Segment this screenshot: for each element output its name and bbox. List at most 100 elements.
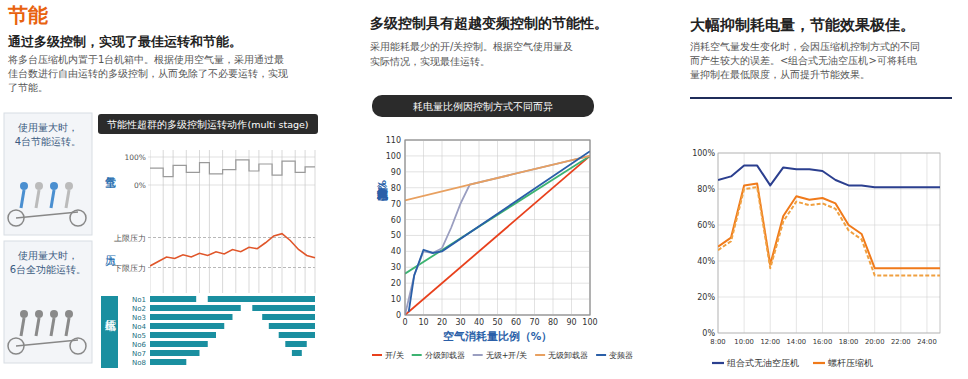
gridline xyxy=(423,140,424,315)
run-bar xyxy=(150,359,186,365)
rider-head xyxy=(50,182,58,190)
series-line xyxy=(405,156,590,315)
run-bar xyxy=(150,350,200,356)
plot-area xyxy=(718,166,940,276)
bicycle-icon xyxy=(8,310,86,354)
frame xyxy=(16,212,78,218)
tick-label: 24:00 xyxy=(917,338,937,346)
gridline xyxy=(770,153,771,333)
tick-label: 30 xyxy=(455,318,465,327)
title-bar xyxy=(98,114,318,134)
body-text: 实际情况，实现最佳运转。 xyxy=(370,56,490,67)
rider-body xyxy=(36,190,39,208)
unit-label: No6 xyxy=(132,341,147,349)
plot-frame xyxy=(718,153,940,333)
run-bar xyxy=(285,341,306,347)
gridline xyxy=(571,140,572,315)
tick-label: 50 xyxy=(492,318,502,327)
body-text: 将多台压缩机内置于1台机箱中。根据使用空气量，采用通过最 xyxy=(7,54,284,65)
tick-label: 60 xyxy=(391,216,401,225)
body-text: 采用能耗最少的开/关控制。根据空气使用量及 xyxy=(370,41,573,52)
run-bar xyxy=(292,350,302,356)
series-line xyxy=(405,156,590,315)
infographic: 节能通过多级控制，实现了最佳运转和节能。将多台压缩机内置于1台机箱中。根据使用空… xyxy=(0,0,968,379)
gridline xyxy=(874,153,875,333)
rider-body xyxy=(66,190,69,208)
heading: 节能 xyxy=(7,3,48,27)
gridline xyxy=(848,153,849,333)
run-bar xyxy=(150,296,196,302)
unit-label: No5 xyxy=(132,332,146,340)
rider-body xyxy=(36,318,39,336)
rider-head xyxy=(35,182,43,190)
run-bar xyxy=(252,305,315,311)
rider-body xyxy=(51,318,54,336)
tick-label: 14:00 xyxy=(787,338,807,346)
pressure-line xyxy=(150,234,315,266)
gridline xyxy=(744,153,745,333)
tick-label: 0 xyxy=(402,318,407,327)
tick-label: 40 xyxy=(391,247,401,256)
legend-label: 开/关 xyxy=(385,351,404,360)
tick-label: 20 xyxy=(437,318,447,327)
tick-label: 60 xyxy=(511,318,521,327)
legend-swatch xyxy=(813,362,825,364)
tick-label: 10 xyxy=(391,295,401,304)
body-text: 消耗空气量发生变化时，会因压缩机控制方式的不同 xyxy=(690,41,920,52)
plot-frame xyxy=(405,140,590,315)
plot-area xyxy=(405,151,590,315)
bicycle-icon xyxy=(8,182,86,226)
tick-label: 100% xyxy=(125,153,146,162)
axis-title: 空气消耗量比例（%） xyxy=(443,330,553,343)
run-bar xyxy=(269,323,315,329)
tick-label: 20 xyxy=(391,279,401,288)
unit-label: No2 xyxy=(132,305,146,313)
rider-head xyxy=(65,310,73,318)
gridline xyxy=(796,153,797,333)
legend-label: 变频器 xyxy=(609,351,633,360)
rider-body xyxy=(21,190,24,208)
frame xyxy=(16,340,78,346)
tick-label: 18:00 xyxy=(839,338,859,346)
gridline xyxy=(718,189,940,190)
section-label: 压缩机 xyxy=(106,320,117,332)
rider-body xyxy=(66,318,69,336)
legend-swatch xyxy=(712,362,724,364)
legend-label: 螺杆压缩机 xyxy=(828,358,873,368)
gridline xyxy=(534,140,535,315)
tick-label: 10 xyxy=(418,318,428,327)
rider-body xyxy=(51,190,54,208)
rider-head xyxy=(35,310,43,318)
divider xyxy=(690,97,952,99)
tick-label: 90 xyxy=(566,318,576,327)
run-bar xyxy=(150,314,233,320)
tick-label: 70 xyxy=(529,318,539,327)
tick-label: 60% xyxy=(697,221,715,230)
section-band xyxy=(101,296,118,368)
tick-label: 110 xyxy=(386,136,401,145)
gridline xyxy=(926,153,927,333)
legend-label: 分级卸载器 xyxy=(425,351,465,360)
tick-label: 10:00 xyxy=(734,338,754,346)
gridline xyxy=(718,225,940,226)
tick-label: 30 xyxy=(391,263,401,272)
body-text: 了节能。 xyxy=(8,82,48,93)
unit-label: No4 xyxy=(132,323,147,331)
illustration-text: 使用量大时， xyxy=(18,250,78,261)
rider-head xyxy=(65,182,73,190)
legend-label: 无级卸载器 xyxy=(548,351,588,360)
stage-line xyxy=(315,150,316,293)
rider-head xyxy=(20,310,28,318)
legend-swatch xyxy=(473,354,483,356)
series-line xyxy=(718,187,940,275)
run-bar xyxy=(279,332,315,338)
rider-head xyxy=(20,182,28,190)
plot-border xyxy=(405,140,590,315)
gridline xyxy=(553,140,554,315)
tick-label: 50 xyxy=(391,231,401,240)
stage-line xyxy=(235,150,236,293)
legend-swatch xyxy=(412,354,422,356)
run-bar xyxy=(150,332,216,338)
subheading: 通过多级控制，实现了最佳运转和节能。 xyxy=(7,34,242,49)
stage-line xyxy=(150,150,151,293)
